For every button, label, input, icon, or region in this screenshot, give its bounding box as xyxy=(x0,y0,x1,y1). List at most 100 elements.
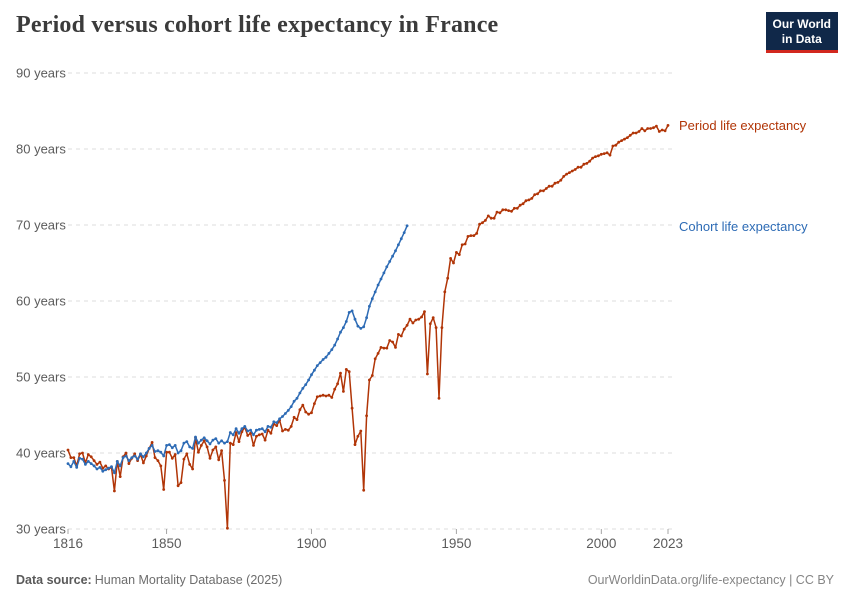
cohort-point[interactable] xyxy=(170,446,174,450)
period-point[interactable] xyxy=(162,488,166,491)
cohort-point[interactable] xyxy=(405,224,409,228)
period-point[interactable] xyxy=(521,202,525,206)
cohort-point[interactable] xyxy=(81,457,84,461)
period-point[interactable] xyxy=(356,434,360,438)
cohort-point[interactable] xyxy=(156,449,160,453)
period-point[interactable] xyxy=(199,444,203,447)
cohort-point[interactable] xyxy=(373,290,377,294)
cohort-point[interactable] xyxy=(313,368,316,372)
period-point[interactable] xyxy=(101,466,105,470)
period-point[interactable] xyxy=(562,175,566,178)
period-point[interactable] xyxy=(69,456,73,459)
cohort-point[interactable] xyxy=(118,464,122,468)
period-point[interactable] xyxy=(324,394,328,398)
period-point[interactable] xyxy=(205,445,209,449)
period-point[interactable] xyxy=(452,261,455,265)
cohort-point[interactable] xyxy=(330,348,334,351)
cohort-point[interactable] xyxy=(69,465,73,469)
cohort-point[interactable] xyxy=(220,439,224,443)
cohort-point[interactable] xyxy=(327,352,331,355)
cohort-point[interactable] xyxy=(365,316,368,320)
cohort-point[interactable] xyxy=(249,428,253,432)
cohort-point[interactable] xyxy=(179,449,183,453)
cohort-point[interactable] xyxy=(107,466,110,470)
period-point[interactable] xyxy=(524,199,528,203)
data-source-value[interactable]: Human Mortality Database (2025) xyxy=(94,573,283,587)
period-point[interactable] xyxy=(321,393,325,397)
period-point[interactable] xyxy=(150,441,154,444)
cohort-point[interactable] xyxy=(292,399,296,403)
period-point[interactable] xyxy=(301,403,305,407)
cohort-point[interactable] xyxy=(260,427,264,431)
period-point[interactable] xyxy=(547,184,551,188)
period-point[interactable] xyxy=(597,154,600,158)
period-point[interactable] xyxy=(298,408,302,412)
period-point[interactable] xyxy=(533,193,537,197)
period-point[interactable] xyxy=(397,333,400,336)
cohort-point[interactable] xyxy=(153,450,157,453)
cohort-point[interactable] xyxy=(150,444,154,447)
cohort-point[interactable] xyxy=(211,438,215,442)
cohort-point[interactable] xyxy=(286,409,290,412)
period-point[interactable] xyxy=(660,128,664,132)
period-point[interactable] xyxy=(266,428,270,432)
cohort-point[interactable] xyxy=(324,355,328,359)
cohort-point[interactable] xyxy=(350,309,354,313)
period-point[interactable] xyxy=(426,372,429,376)
cohort-point[interactable] xyxy=(275,421,279,424)
cohort-point[interactable] xyxy=(197,441,200,445)
period-point[interactable] xyxy=(652,126,655,130)
period-point[interactable] xyxy=(347,370,351,374)
cohort-point[interactable] xyxy=(66,462,70,465)
period-point[interactable] xyxy=(98,460,102,464)
cohort-point[interactable] xyxy=(124,454,128,458)
cohort-point[interactable] xyxy=(75,466,79,469)
period-point[interactable] xyxy=(449,257,452,260)
period-point[interactable] xyxy=(86,453,90,456)
period-point[interactable] xyxy=(417,317,421,321)
period-point[interactable] xyxy=(223,479,226,482)
cohort-point[interactable] xyxy=(356,324,360,328)
cohort-point[interactable] xyxy=(208,442,212,446)
period-point[interactable] xyxy=(153,456,157,459)
period-point[interactable] xyxy=(518,203,522,207)
period-point[interactable] xyxy=(478,222,481,226)
period-point[interactable] xyxy=(402,327,406,331)
period-point[interactable] xyxy=(437,396,441,400)
cohort-point[interactable] xyxy=(281,415,284,418)
period-point[interactable] xyxy=(89,455,93,459)
period-point[interactable] xyxy=(330,396,334,399)
period-point[interactable] xyxy=(489,216,493,220)
period-point[interactable] xyxy=(657,130,661,133)
cohort-point[interactable] xyxy=(391,254,394,258)
period-point[interactable] xyxy=(594,155,597,159)
cohort-point[interactable] xyxy=(252,433,255,437)
period-point[interactable] xyxy=(655,124,658,128)
period-point[interactable] xyxy=(423,310,426,313)
period-point[interactable] xyxy=(365,414,368,418)
period-point[interactable] xyxy=(342,390,345,393)
period-point[interactable] xyxy=(626,136,629,140)
period-point[interactable] xyxy=(231,443,235,446)
cohort-point[interactable] xyxy=(84,463,87,466)
period-point[interactable] xyxy=(573,168,577,171)
period-point[interactable] xyxy=(634,131,638,135)
period-point[interactable] xyxy=(217,458,221,462)
series-label-cohort[interactable]: Cohort life expectancy xyxy=(679,218,808,234)
series-label-period[interactable]: Period life expectancy xyxy=(679,118,807,134)
period-point[interactable] xyxy=(614,143,618,147)
cohort-point[interactable] xyxy=(272,420,276,424)
period-point[interactable] xyxy=(315,395,319,399)
period-line[interactable] xyxy=(67,124,669,529)
period-point[interactable] xyxy=(362,488,366,492)
period-point[interactable] xyxy=(405,323,409,327)
period-point[interactable] xyxy=(408,317,412,321)
period-point[interactable] xyxy=(92,459,96,462)
cohort-point[interactable] xyxy=(142,455,145,459)
cohort-point[interactable] xyxy=(144,451,148,455)
period-point[interactable] xyxy=(78,452,81,456)
period-point[interactable] xyxy=(646,127,650,130)
period-point[interactable] xyxy=(501,208,505,212)
cohort-point[interactable] xyxy=(301,387,305,390)
period-point[interactable] xyxy=(133,452,137,456)
